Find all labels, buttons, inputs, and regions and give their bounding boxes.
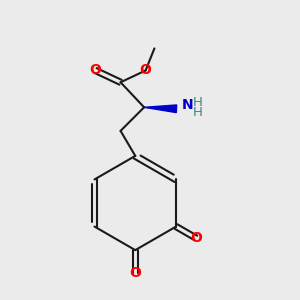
Text: O: O (190, 231, 202, 245)
Text: O: O (129, 266, 141, 280)
Text: O: O (90, 64, 101, 77)
Text: H: H (193, 106, 203, 119)
Text: O: O (140, 64, 152, 77)
Text: N: N (182, 98, 194, 112)
Text: H: H (193, 96, 203, 109)
Polygon shape (144, 105, 177, 112)
